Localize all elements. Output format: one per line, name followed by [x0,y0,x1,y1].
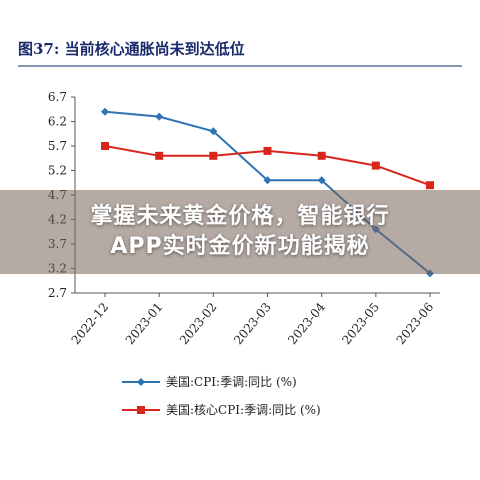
x-tick-label: 2022-12 [69,300,112,347]
data-point-square [371,161,380,170]
y-tick-label: 6.7 [48,90,67,104]
data-point-diamond [101,107,109,116]
y-tick-label: 5.7 [48,139,67,153]
data-point-square [101,142,109,150]
data-point-diamond [155,112,164,121]
data-point-square [426,181,434,190]
figure-title: 图37: 当前核心通胀尚未到达低位 [18,40,245,58]
data-point-square [263,146,272,155]
y-tick-label: 6.2 [48,115,67,129]
data-point-square [317,151,326,160]
legend-marker-square [137,406,145,414]
overlay-headline-line2: APP实时金价新功能揭秘 [110,234,370,259]
x-tick-label: 2023-01 [123,300,166,347]
x-tick-label: 2023-04 [285,300,328,347]
data-point-square [209,151,218,160]
data-point-diamond [263,176,272,185]
x-tick-label: 2023-06 [394,300,437,347]
x-tick-label: 2023-02 [177,300,220,347]
legend-label: 美国:核心CPI:季调:同比 (%) [166,403,321,417]
x-tick-label: 2023-05 [339,300,382,347]
y-tick-label: 2.7 [48,286,67,300]
y-tick-label: 5.2 [48,164,67,178]
overlay-banner: 掌握未来黄金价格，智能银行 APP实时金价新功能揭秘 [0,190,480,274]
legend-label: 美国:CPI:季调:同比 (%) [166,375,297,389]
data-point-diamond [209,127,218,136]
overlay-headline-line1: 掌握未来黄金价格，智能银行 [90,204,390,229]
data-point-square [155,151,164,160]
x-axis: 2022-12 2023-01 2023-02 2023-03 2023-04 2023-… [69,292,440,347]
legend-marker-diamond [137,378,145,386]
legend: 美国:CPI:季调:同比 (%) 美国:核心CPI:季调:同比 (%) [122,375,321,417]
x-tick-label: 2023-03 [231,300,274,347]
data-point-diamond [317,176,326,185]
